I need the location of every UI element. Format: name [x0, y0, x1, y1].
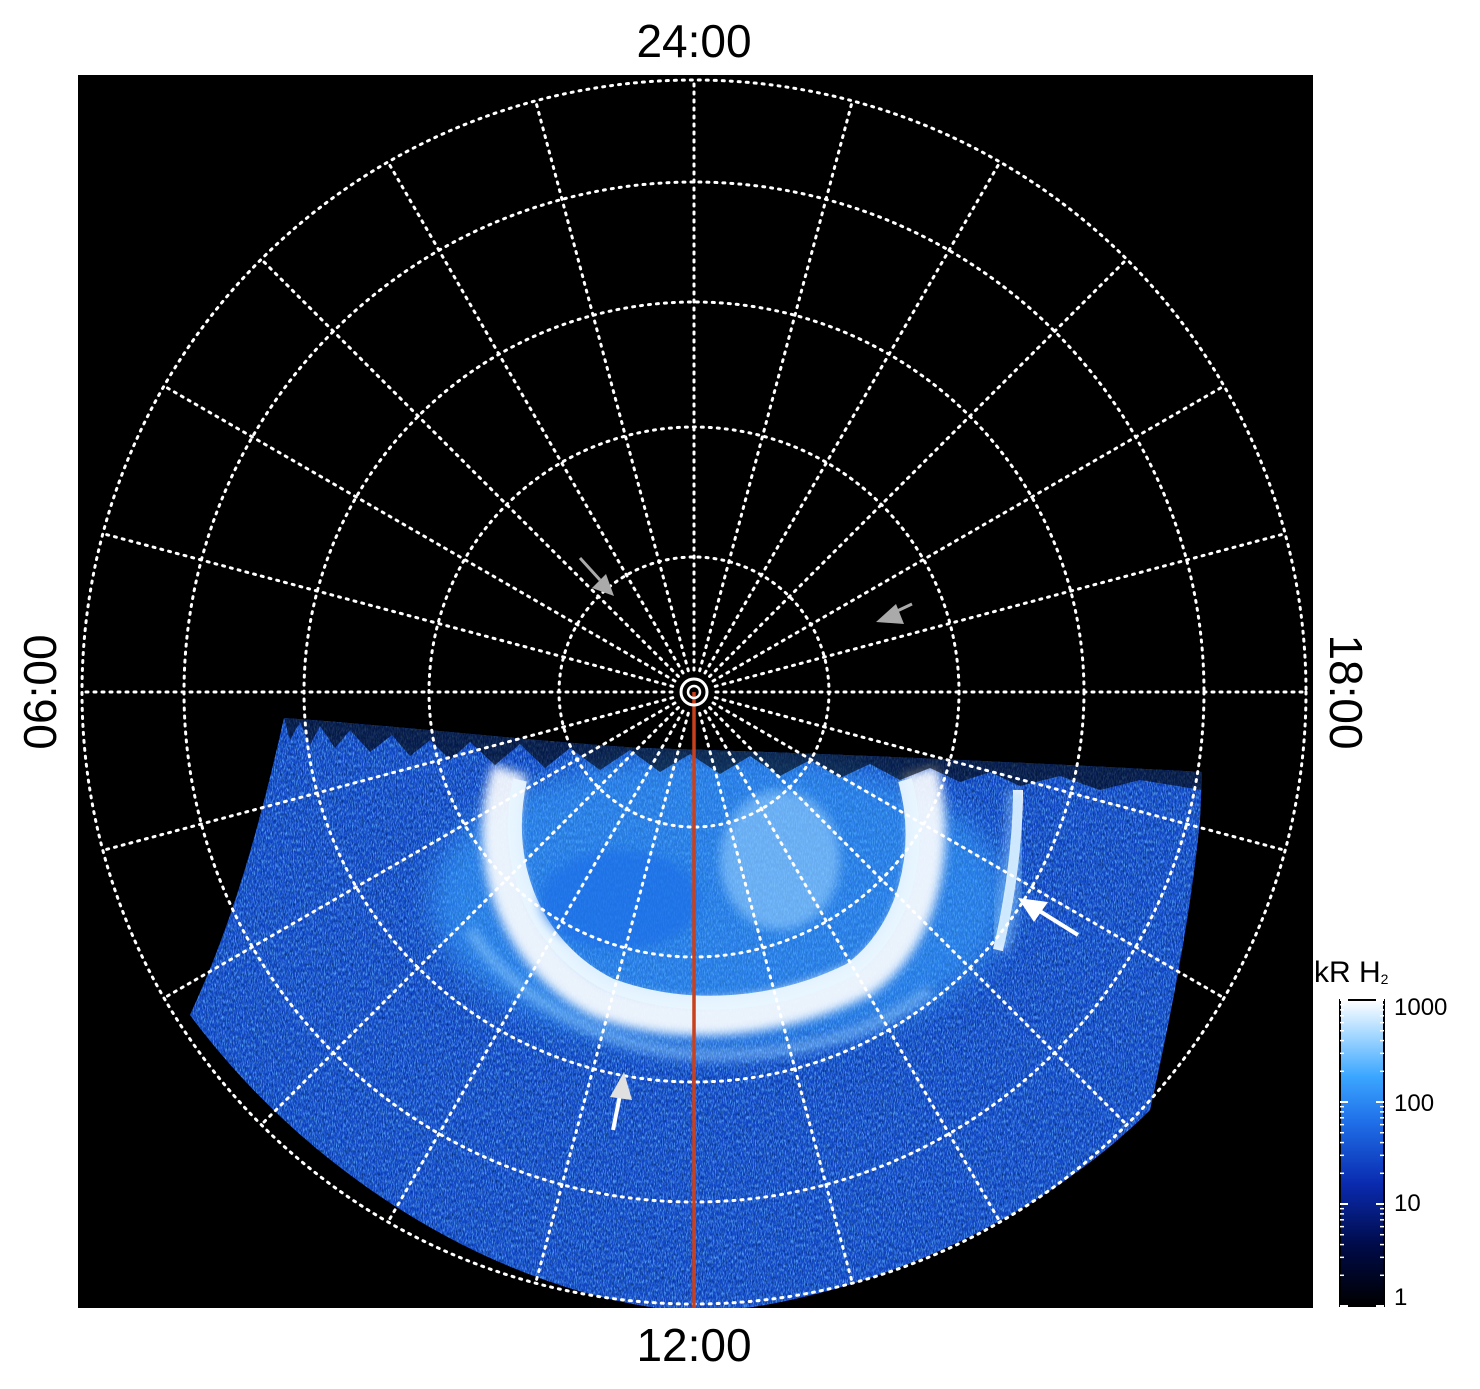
grid-spoke	[711, 384, 1226, 683]
polar-grid	[80, 78, 1308, 1306]
grid-spoke	[711, 701, 1226, 1000]
main-auroral-oval	[482, 764, 946, 1036]
colorbar-title-text: kR H	[1314, 956, 1381, 989]
colorbar-title-subscript: 2	[1380, 971, 1389, 987]
grid-spoke	[101, 532, 675, 688]
colorbar-tick-label: 10	[1394, 1190, 1421, 1217]
grid-spoke	[703, 709, 1002, 1224]
white-arrow-dusk	[1018, 898, 1080, 937]
colorbar-title: kR H2	[1314, 956, 1388, 990]
grid-spoke	[386, 160, 685, 675]
grid-spoke	[386, 709, 685, 1224]
colorbar	[1339, 999, 1385, 1307]
colorbar-gradient	[1340, 1000, 1384, 1306]
local-time-label-noon: 12:00	[636, 1319, 752, 1371]
grid-spoke	[259, 706, 680, 1127]
colorbar-tick-label: 100	[1394, 1090, 1435, 1117]
secondary-auroral-arc	[465, 927, 934, 1061]
grid-spoke	[708, 257, 1129, 678]
grid-spoke	[703, 160, 1002, 675]
gray-arrow-night-dawn	[578, 556, 614, 596]
grid-spoke	[162, 701, 677, 1000]
grid-spoke	[162, 384, 677, 683]
local-time-label-dawn: 06:00	[14, 634, 66, 750]
grid-spoke	[534, 99, 690, 673]
grid-spoke	[259, 257, 680, 678]
grid-spoke	[713, 696, 1287, 852]
gray-arrow-night-dusk	[876, 602, 913, 624]
grid-spoke	[698, 99, 854, 673]
grid-spoke	[698, 711, 854, 1285]
colorbar-ticks	[1340, 999, 1384, 1307]
colorbar-tick-label: 1000	[1394, 994, 1448, 1021]
pole-marker	[679, 677, 709, 707]
grid-spoke	[101, 696, 675, 852]
grid-spoke	[708, 706, 1129, 1127]
grid-spoke	[713, 532, 1287, 688]
local-time-label-midnight: 24:00	[636, 15, 752, 67]
local-time-label-dusk: 18:00	[1320, 634, 1372, 750]
white-arrow-noon	[610, 1072, 632, 1131]
grid-spoke	[534, 711, 690, 1285]
colorbar-tick-label: 1	[1394, 1284, 1408, 1311]
